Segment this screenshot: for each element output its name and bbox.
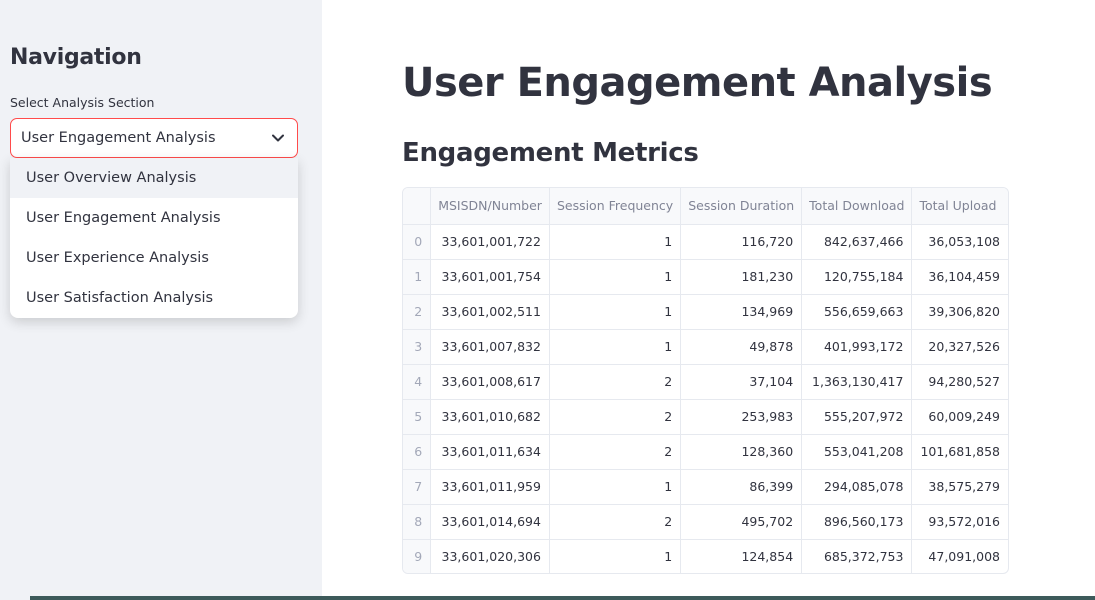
table-row: 0 33,601,001,722 1 116,720 842,637,466 36,053…	[403, 224, 1008, 260]
table-cell[interactable]: 33,601,014,694	[430, 504, 550, 540]
sidebar: Navigation Select Analysis Section User …	[0, 0, 322, 600]
bottom-bar-left	[0, 596, 30, 600]
table-cell[interactable]: 33,601,011,959	[430, 469, 550, 505]
table-cell[interactable]: 2	[549, 504, 682, 540]
table-row: 6 33,601,011,634 2 128,360 553,041,208 101,68…	[403, 434, 1008, 470]
table-row: 1 33,601,001,754 1 181,230 120,755,184 36,104…	[403, 259, 1008, 295]
table-cell[interactable]: 36,053,108	[911, 224, 1008, 260]
table-cell[interactable]: 842,637,466	[801, 224, 913, 260]
table-cell[interactable]: 33,601,007,832	[430, 329, 550, 365]
table-cell[interactable]: 495,702	[680, 504, 803, 540]
row-index[interactable]: 9	[403, 539, 432, 573]
row-index[interactable]: 3	[403, 329, 432, 365]
table-cell[interactable]: 181,230	[680, 259, 803, 295]
table-cell[interactable]: 2	[549, 364, 682, 400]
select-value: User Engagement Analysis	[21, 130, 216, 146]
table-cell[interactable]: 120,755,184	[801, 259, 913, 295]
table-cell[interactable]: 60,009,249	[911, 399, 1008, 435]
table-cell[interactable]: 39,306,820	[911, 294, 1008, 330]
page-title: User Engagement Analysis	[402, 60, 993, 106]
row-index[interactable]: 1	[403, 259, 432, 295]
table-cell[interactable]: 556,659,663	[801, 294, 913, 330]
column-header-total-download[interactable]: Total Download	[801, 188, 913, 225]
table-cell[interactable]: 1	[549, 259, 682, 295]
column-header-index[interactable]	[403, 188, 432, 225]
bottom-bar	[0, 596, 1095, 600]
sidebar-title: Navigation	[10, 45, 142, 70]
table-cell[interactable]: 128,360	[680, 434, 803, 470]
table-cell[interactable]: 1	[549, 294, 682, 330]
table-cell[interactable]: 553,041,208	[801, 434, 913, 470]
table-cell[interactable]: 49,878	[680, 329, 803, 365]
section-title: Engagement Metrics	[402, 138, 699, 168]
table-cell[interactable]: 294,085,078	[801, 469, 913, 505]
engagement-metrics-table[interactable]: MSISDN/Number Session Frequency Session …	[402, 187, 1009, 574]
table-row: 5 33,601,010,682 2 253,983 555,207,972 60,009…	[403, 399, 1008, 435]
bottom-bar-right	[30, 596, 1095, 600]
row-index[interactable]: 5	[403, 399, 432, 435]
table-cell[interactable]: 33,601,010,682	[430, 399, 550, 435]
select-label: Select Analysis Section	[10, 95, 155, 110]
table-cell[interactable]: 36,104,459	[911, 259, 1008, 295]
table-row: 9 33,601,020,306 1 124,854 685,372,753 47,091…	[403, 539, 1008, 573]
table-cell[interactable]: 134,969	[680, 294, 803, 330]
column-header-session-duration[interactable]: Session Duration	[680, 188, 803, 225]
table-cell[interactable]: 1	[549, 539, 682, 573]
column-header-total-upload[interactable]: Total Upload	[911, 188, 1008, 225]
table-cell[interactable]: 33,601,001,722	[430, 224, 550, 260]
table-cell[interactable]: 116,720	[680, 224, 803, 260]
column-header-session-frequency[interactable]: Session Frequency	[549, 188, 682, 225]
table-cell[interactable]: 86,399	[680, 469, 803, 505]
table-cell[interactable]: 33,601,008,617	[430, 364, 550, 400]
table-row: 4 33,601,008,617 2 37,104 1,363,130,417 94,28…	[403, 364, 1008, 400]
select-dropdown-menu: User Overview Analysis User Engagement A…	[10, 158, 298, 318]
table-cell[interactable]: 685,372,753	[801, 539, 913, 573]
table-cell[interactable]: 401,993,172	[801, 329, 913, 365]
table-cell[interactable]: 33,601,002,511	[430, 294, 550, 330]
table-cell[interactable]: 37,104	[680, 364, 803, 400]
option-user-engagement[interactable]: User Engagement Analysis	[26, 210, 221, 226]
row-index[interactable]: 6	[403, 434, 432, 470]
option-user-experience[interactable]: User Experience Analysis	[26, 250, 209, 266]
table-cell[interactable]: 33,601,001,754	[430, 259, 550, 295]
table-cell[interactable]: 124,854	[680, 539, 803, 573]
table-cell[interactable]: 38,575,279	[911, 469, 1008, 505]
table-cell[interactable]: 33,601,020,306	[430, 539, 550, 573]
table-cell[interactable]: 253,983	[680, 399, 803, 435]
analysis-section-select[interactable]: User Engagement Analysis	[10, 118, 298, 158]
chevron-down-icon	[271, 131, 285, 145]
column-header-msisdn[interactable]: MSISDN/Number	[430, 188, 550, 225]
option-user-satisfaction[interactable]: User Satisfaction Analysis	[26, 290, 214, 306]
table-row: 3 33,601,007,832 1 49,878 401,993,172 20,327,…	[403, 329, 1008, 365]
table-header-row: MSISDN/Number Session Frequency Session …	[403, 188, 1008, 225]
row-index[interactable]: 8	[403, 504, 432, 540]
table-cell[interactable]: 1	[549, 224, 682, 260]
table-cell[interactable]: 1	[549, 469, 682, 505]
table-cell[interactable]: 2	[549, 399, 682, 435]
table-cell[interactable]: 33,601,011,634	[430, 434, 550, 470]
table-row: 7 33,601,011,959 1 86,399 294,085,078 38,575,…	[403, 469, 1008, 505]
table-cell[interactable]: 1	[549, 329, 682, 365]
row-index[interactable]: 2	[403, 294, 432, 330]
table-cell[interactable]: 1,363,130,417	[801, 364, 913, 400]
row-index[interactable]: 4	[403, 364, 432, 400]
row-index[interactable]: 7	[403, 469, 432, 505]
table-row: 8 33,601,014,694 2 495,702 896,560,173 93,572…	[403, 504, 1008, 540]
table-cell[interactable]: 896,560,173	[801, 504, 913, 540]
table-cell[interactable]: 555,207,972	[801, 399, 913, 435]
table-cell[interactable]: 47,091,008	[928, 549, 1000, 565]
table-cell[interactable]: 2	[549, 434, 682, 470]
row-index[interactable]: 0	[403, 224, 432, 260]
table-cell[interactable]: 94,280,527	[911, 364, 1008, 400]
table-cell[interactable]: 101,681,858	[911, 434, 1008, 470]
option-user-overview[interactable]: User Overview Analysis	[10, 158, 298, 198]
table-cell[interactable]: 93,572,016	[911, 504, 1008, 540]
table-row: 2 33,601,002,511 1 134,969 556,659,663 39,306…	[403, 294, 1008, 330]
table-cell[interactable]: 20,327,526	[911, 329, 1008, 365]
